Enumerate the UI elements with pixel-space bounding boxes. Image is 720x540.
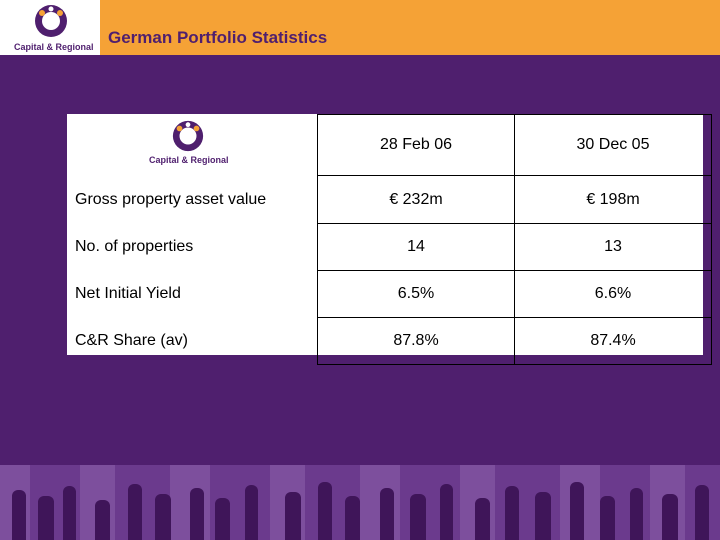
shopper-silhouette [630,488,643,540]
capital-regional-logo-icon [172,120,204,151]
shopper-silhouette [63,486,76,540]
row-value: 87.8% [317,317,515,365]
shopper-silhouette [410,494,426,540]
shopper-silhouette [285,492,301,540]
shopper-silhouette [695,485,709,540]
shopper-silhouette [475,498,490,540]
footer-shoppers-image [0,465,720,540]
row-value: 87.4% [514,317,712,365]
shopper-silhouette [440,484,453,540]
row-label: Gross property asset value [75,190,267,208]
table-row: No. of properties 14 13 [67,223,712,271]
table-row: C&R Share (av) 87.8% 87.4% [67,317,712,365]
row-label: No. of properties [75,238,194,255]
row-label: C&R Share (av) [75,332,188,349]
shopper-silhouette [155,494,171,540]
row-value: € 198m [514,175,712,224]
header-logo: Capital & Regional [0,0,100,55]
row-value: € 232m [317,175,515,224]
row-label: Net Initial Yield [75,285,181,302]
portfolio-stats-table: Capital & Regional 28 Feb 06 30 Dec 05 G… [67,114,712,365]
shopper-silhouette [600,496,615,540]
shopper-silhouette [345,496,360,540]
shopper-silhouette [318,482,332,540]
table-header-row: Capital & Regional 28 Feb 06 30 Dec 05 [67,114,712,176]
shopper-silhouette [128,484,142,540]
shopper-silhouette [662,494,678,540]
shopper-silhouette [570,482,584,540]
table-logo-text: Capital & Regional [149,154,229,165]
page-title: German Portfolio Statistics [108,28,328,47]
shopper-silhouette [95,500,110,540]
row-value: 13 [514,223,712,271]
shopper-silhouette [245,485,258,540]
title-bar: German Portfolio Statistics [100,0,720,55]
table-logo-cell: Capital & Regional [67,115,318,176]
shopper-silhouette [190,488,204,540]
shopper-silhouette [215,498,230,540]
table-row: Net Initial Yield 6.5% 6.6% [67,270,712,318]
column-header-30-dec-05: 30 Dec 05 [514,114,712,176]
capital-regional-logo-icon [35,5,67,37]
shopper-silhouette [505,486,519,540]
header-logo-text: Capital & Regional [14,42,94,52]
row-value: 6.5% [317,270,515,318]
column-header-28-feb-06: 28 Feb 06 [317,114,515,176]
shopper-silhouette [12,490,26,540]
shopper-silhouette [38,496,54,540]
table-row: Gross property asset value € 232m € 198m [67,175,712,224]
shopper-silhouette [380,488,394,540]
row-value: 14 [317,223,515,271]
row-value: 6.6% [514,270,712,318]
shopper-silhouette [535,492,551,540]
